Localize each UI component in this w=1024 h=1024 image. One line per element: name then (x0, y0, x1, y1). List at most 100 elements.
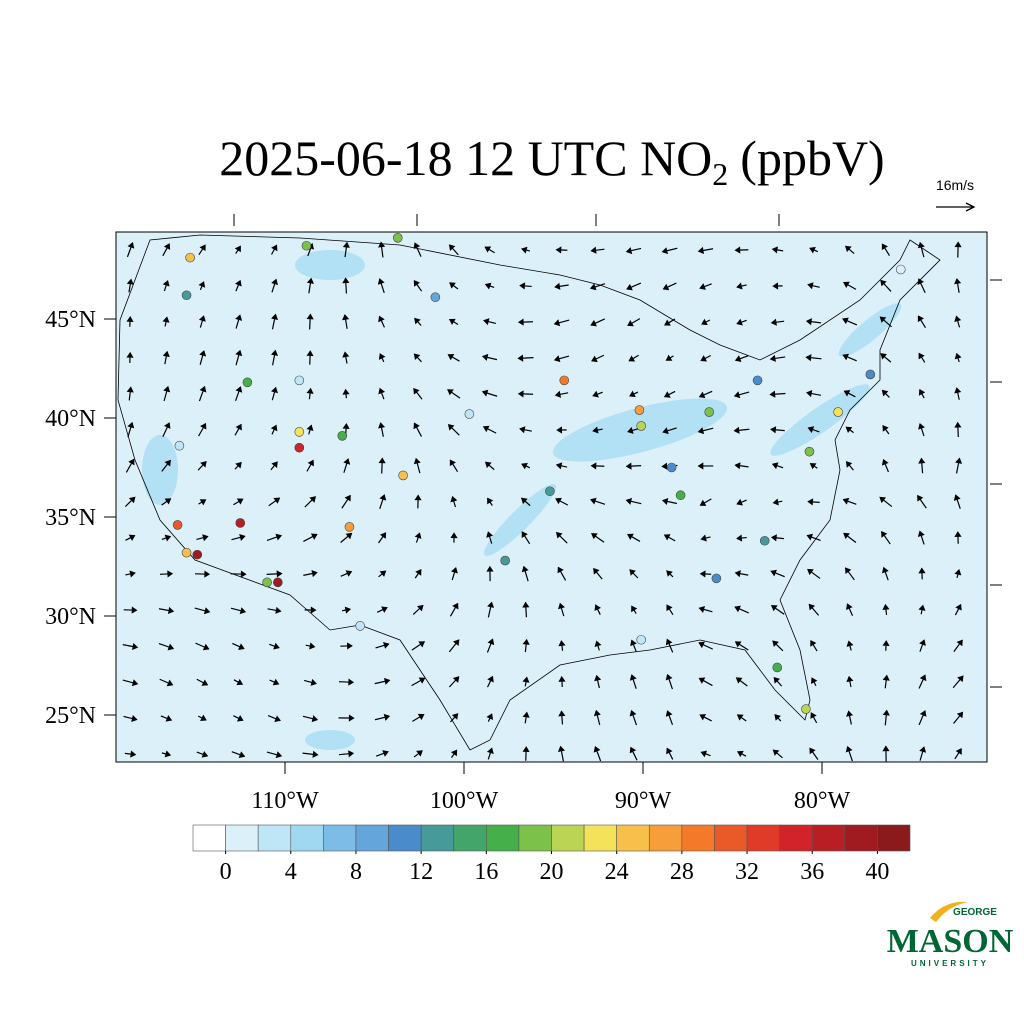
wind-arrow (342, 351, 350, 364)
wind-head (484, 246, 492, 253)
wind-arrow (700, 534, 711, 542)
wind-arrow (736, 750, 747, 758)
wind-head (770, 534, 777, 542)
wind-arrow (661, 497, 678, 505)
wind-arrow (162, 422, 171, 438)
wind-arrow (882, 745, 890, 762)
wind-arrow (593, 567, 603, 580)
wind-head (805, 390, 813, 398)
wind-head (558, 640, 566, 647)
wind-head (379, 570, 387, 577)
wind-head (627, 426, 634, 434)
wind-head (377, 278, 385, 285)
wind-head (310, 678, 317, 686)
wind-head (521, 462, 528, 470)
wind-arrow (810, 639, 818, 652)
wind-arrow (592, 426, 603, 434)
wind-head (449, 282, 456, 289)
wind-head (451, 713, 459, 720)
wind-head (555, 497, 562, 505)
wind-arrow (160, 715, 173, 722)
wind-arrow (306, 277, 314, 294)
wind-head (484, 282, 492, 290)
colorbar-box (518, 824, 552, 852)
lat-label: 45°N (45, 307, 96, 333)
wind-head (953, 494, 961, 501)
wind-arrow (123, 714, 138, 722)
wind-arrow (805, 318, 822, 326)
wind-head (381, 606, 388, 613)
wind-arrow (266, 751, 283, 759)
wind-arrow (158, 606, 175, 614)
wind-head (661, 247, 669, 255)
wind-arrow (880, 353, 892, 363)
wind-head (880, 353, 887, 360)
wind-arrow (917, 494, 927, 509)
wind-arrow (918, 457, 926, 474)
wind-head (846, 640, 854, 647)
colorbar-box (551, 824, 585, 852)
wind-arrow (807, 498, 820, 506)
wind-head (625, 247, 633, 255)
wind-arrow (733, 391, 750, 399)
lon-label: 110°W (251, 788, 319, 814)
wind-head (342, 277, 350, 284)
wind-head (522, 638, 530, 645)
wind-head (554, 390, 562, 398)
wind-head (881, 243, 888, 251)
wind-head (697, 246, 705, 254)
wind-arrow (772, 749, 783, 759)
wind-arrow (341, 606, 352, 614)
wind-head (517, 318, 524, 326)
wind-arrow (306, 459, 314, 472)
station (772, 662, 783, 673)
wind-arrow (700, 354, 711, 362)
wind-arrow (306, 387, 314, 400)
wind-head (700, 534, 707, 542)
wind-arrow (302, 715, 319, 723)
station (185, 252, 195, 263)
wind-arrow (629, 746, 638, 761)
wind-arrow (486, 638, 495, 653)
wind-head (521, 531, 528, 538)
wind-arrow (197, 714, 207, 722)
station (355, 621, 365, 631)
wind-head (235, 279, 242, 287)
wind-head (342, 241, 350, 248)
wind-arrow (666, 604, 674, 615)
wind-arrow (700, 750, 711, 758)
wind-head (734, 355, 742, 363)
wind-arrow (413, 457, 421, 474)
wind-head (882, 709, 890, 716)
wind-head (809, 747, 816, 755)
wind-arrow (198, 244, 206, 255)
wind-arrow (340, 570, 353, 577)
wind-head (128, 534, 136, 541)
wind-head (167, 606, 175, 614)
wind-arrow (736, 498, 747, 506)
wind-head (807, 282, 814, 290)
wind-arrow (918, 674, 927, 689)
vector-reference-label: 16m/s (936, 177, 974, 193)
wind-head (736, 534, 743, 542)
wind-arrow (846, 675, 854, 688)
wind-arrow (486, 565, 494, 582)
wind-arrow (882, 640, 890, 651)
wind-arrow (234, 461, 242, 470)
wind-head (810, 639, 817, 647)
wind-head (772, 640, 779, 647)
wind-arrow (665, 710, 674, 725)
wind-head (273, 497, 281, 504)
wind-head (271, 313, 279, 320)
wind-head (665, 673, 673, 681)
wind-head (383, 641, 390, 649)
wind-head (769, 390, 776, 398)
wind-arrow (663, 534, 676, 542)
wind-arrow (125, 458, 135, 473)
wind-arrow (770, 534, 785, 542)
wind-head (807, 426, 815, 433)
wind-arrow (517, 390, 534, 398)
wind-head (449, 459, 456, 467)
wind-arrow (198, 499, 207, 506)
wind-arrow (918, 567, 926, 580)
